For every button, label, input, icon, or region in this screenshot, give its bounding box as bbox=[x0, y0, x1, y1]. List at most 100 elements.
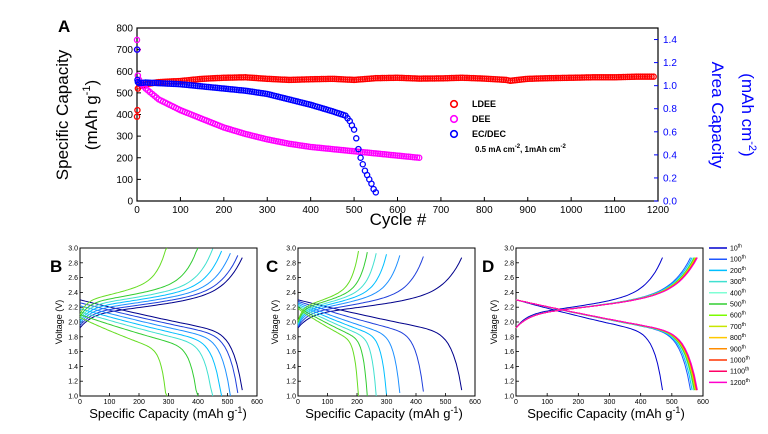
data-point-ldee bbox=[363, 75, 371, 83]
data-point-ldee bbox=[496, 76, 503, 83]
data-points-a bbox=[133, 36, 657, 196]
data-point-ldee bbox=[561, 74, 568, 82]
data-point-ldee bbox=[583, 74, 590, 81]
x-tick-label: 400 bbox=[410, 399, 422, 406]
data-point-ldee bbox=[470, 74, 477, 82]
x-tick-label: 0 bbox=[514, 399, 518, 406]
charge-curve-cycle-1200 bbox=[515, 257, 698, 329]
data-point-ldee bbox=[546, 74, 553, 82]
data-point-ldee bbox=[261, 75, 269, 82]
data-point-ldee bbox=[244, 74, 251, 81]
y-tick-label: 1.2 bbox=[68, 379, 78, 386]
legend-label-cycle-600: 600th bbox=[730, 311, 746, 320]
data-point-ldee bbox=[305, 76, 312, 83]
y-tick-label: 1.6 bbox=[68, 349, 78, 356]
data-point-ldee bbox=[298, 76, 306, 83]
data-point-ldee bbox=[209, 75, 217, 82]
data-point-ldee bbox=[531, 75, 538, 82]
discharge-curve-cycle-400 bbox=[297, 305, 377, 397]
data-point-ldee bbox=[359, 75, 367, 83]
panel-a: A 0 100 200 300 400 500 600 700 800 900 1000 1100 12… bbox=[53, 17, 758, 229]
charge-curve-cycle-500 bbox=[515, 257, 695, 329]
data-point-ldee bbox=[324, 75, 332, 83]
data-point-ldee bbox=[303, 76, 310, 83]
data-point-ldee bbox=[570, 74, 577, 81]
data-point-ldee bbox=[483, 75, 490, 82]
discharge-curve-cycle-600 bbox=[79, 317, 168, 397]
y-tick-label: 2.2 bbox=[68, 305, 78, 312]
data-point-ldee bbox=[231, 74, 238, 81]
y-tick-label: 1.6 bbox=[504, 349, 514, 356]
x-tick-label: 100 bbox=[322, 399, 334, 406]
data-point-ldee bbox=[339, 76, 347, 83]
data-point-ldee bbox=[478, 75, 486, 82]
x-tick-label: 500 bbox=[222, 399, 234, 406]
data-point-ldee bbox=[357, 76, 364, 83]
data-point-ldee bbox=[596, 74, 603, 81]
data-point-ldee bbox=[287, 76, 295, 84]
data-point-ldee bbox=[253, 74, 260, 82]
data-point-ldee bbox=[624, 73, 631, 81]
y-axis-label-a: Specific Capacity bbox=[53, 49, 72, 180]
y-tick-label: 1.6 bbox=[286, 349, 296, 356]
y2-tick-label-a: 0.2 bbox=[663, 173, 677, 184]
y-tick-label: 2.8 bbox=[286, 260, 296, 267]
x-tick-label-a: 100 bbox=[172, 205, 189, 216]
data-point-ldee bbox=[559, 74, 566, 82]
y-tick-label: 1.2 bbox=[504, 379, 514, 386]
charge-curve-cycle-500 bbox=[297, 252, 368, 323]
ticks-b: 0 100 200 300 400 500 600 1.0 1.2 1.4 1.6 1.8 2.0 2.2… bbox=[68, 246, 263, 407]
data-point-ldee bbox=[485, 75, 492, 83]
charge-curve-cycle-400 bbox=[297, 253, 377, 324]
data-point-ldee bbox=[318, 75, 325, 83]
y2-axis-unit-a: (mAh cm-2) bbox=[738, 73, 758, 156]
data-point-ldee bbox=[498, 76, 505, 83]
discharge-curve-cycle-200 bbox=[79, 305, 231, 397]
data-point-ec-dec bbox=[359, 160, 367, 168]
y2-tick-label-a: 1.4 bbox=[663, 35, 677, 46]
y2-tick-label-a: 1.0 bbox=[663, 81, 677, 92]
data-point-ldee bbox=[294, 76, 301, 83]
annotation-current-density: 0.5 mA cm-2, 1mAh cm-2 bbox=[475, 144, 567, 154]
data-point-ldee bbox=[494, 76, 501, 83]
data-point-ldee bbox=[237, 74, 245, 81]
charge-curve-cycle-300 bbox=[79, 250, 223, 322]
x-tick-label: 0 bbox=[78, 399, 82, 406]
data-point-ldee bbox=[587, 74, 594, 81]
x-tick-label: 300 bbox=[163, 399, 175, 406]
data-point-ldee bbox=[374, 74, 382, 82]
data-point-ldee bbox=[233, 74, 241, 81]
y2-tick-label-a: 0.8 bbox=[663, 104, 677, 115]
data-point-ldee bbox=[448, 74, 456, 82]
y-tick-label: 1.4 bbox=[504, 364, 514, 371]
charge-curve-cycle-700 bbox=[515, 257, 696, 329]
data-point-ec-dec bbox=[155, 79, 162, 87]
data-point-ldee bbox=[539, 75, 547, 82]
data-point-ldee bbox=[266, 75, 273, 83]
legend-label-cycle-300: 300th bbox=[730, 277, 746, 286]
data-point-ldee bbox=[405, 74, 412, 82]
data-point-ec-dec bbox=[174, 80, 182, 88]
data-point-ldee bbox=[250, 74, 258, 82]
data-point-ldee bbox=[526, 75, 534, 83]
data-point-ldee bbox=[331, 75, 338, 83]
x-tick-label-a: 900 bbox=[519, 205, 536, 216]
legend-cycle-suffix: th bbox=[742, 311, 746, 317]
ticks-c: 0 100 200 300 400 500 600 1.0 1.2 1.4 1.6 1.8 2.0 2.2… bbox=[286, 246, 481, 407]
data-point-ldee bbox=[461, 74, 469, 82]
legend-marker-dee bbox=[449, 114, 459, 124]
x-tick-label: 200 bbox=[133, 399, 145, 406]
legend-cycle-number: 500 bbox=[730, 302, 742, 309]
x-tick-label: 500 bbox=[440, 399, 452, 406]
y-tick-label-a: 200 bbox=[116, 153, 133, 164]
x-tick-label: 0 bbox=[296, 399, 300, 406]
data-point-ldee bbox=[635, 73, 642, 80]
data-point-ldee bbox=[565, 74, 573, 82]
data-point-ldee bbox=[435, 75, 442, 82]
data-point-ldee bbox=[600, 74, 607, 81]
data-point-ldee bbox=[444, 74, 451, 82]
data-point-ldee bbox=[580, 74, 588, 81]
data-point-ldee bbox=[650, 73, 657, 80]
legend-cycle-number: 10 bbox=[730, 246, 738, 253]
x-tick-label: 200 bbox=[351, 399, 363, 406]
